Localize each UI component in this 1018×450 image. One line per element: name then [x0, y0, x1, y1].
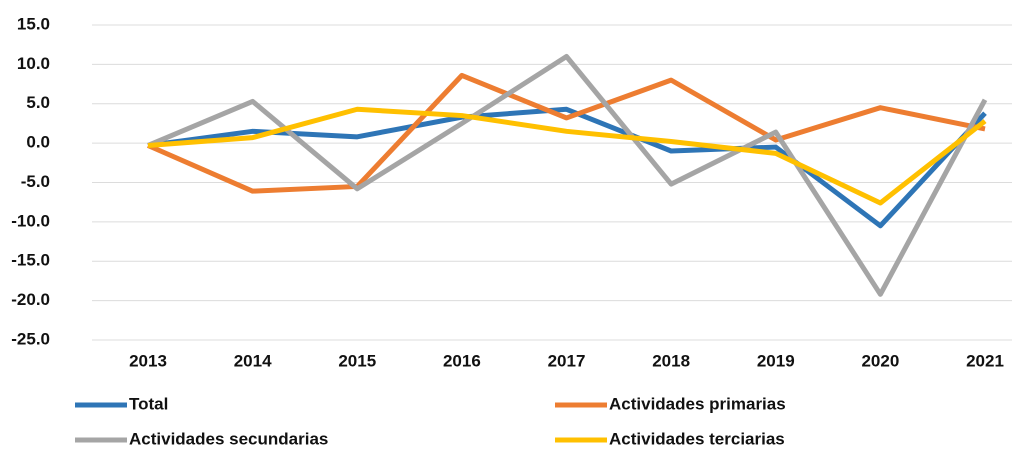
x-tick-label: 2016 [443, 351, 481, 370]
x-tick-label: 2017 [548, 351, 586, 370]
x-tick-label: 2019 [757, 351, 795, 370]
y-tick-label: -25.0 [11, 329, 50, 348]
series-line [147, 106, 987, 206]
y-tick-label: -15.0 [11, 251, 50, 270]
y-tick-label: 15.0 [17, 14, 50, 33]
y-tick-label: 0.0 [26, 133, 50, 152]
x-tick-label: 2013 [129, 351, 167, 370]
y-tick-label: -10.0 [11, 211, 50, 230]
x-tick-label: 2020 [861, 351, 899, 370]
series-line [147, 106, 987, 229]
x-tick-label: 2014 [234, 351, 272, 370]
series-line [147, 54, 988, 297]
legend-label: Actividades primarias [609, 394, 786, 413]
y-tick-label: -5.0 [21, 172, 50, 191]
legend-label: Actividades secundarias [129, 429, 328, 448]
x-tick-label: 2021 [966, 351, 1004, 370]
y-tick-label: -20.0 [11, 290, 50, 309]
y-tick-label: 10.0 [17, 54, 50, 73]
x-tick-label: 2015 [338, 351, 376, 370]
series-line [146, 72, 986, 194]
y-tick-label: 5.0 [26, 93, 50, 112]
x-tick-label: 2018 [652, 351, 690, 370]
legend-label: Actividades terciarias [609, 429, 785, 448]
legend-label: Total [129, 394, 168, 413]
